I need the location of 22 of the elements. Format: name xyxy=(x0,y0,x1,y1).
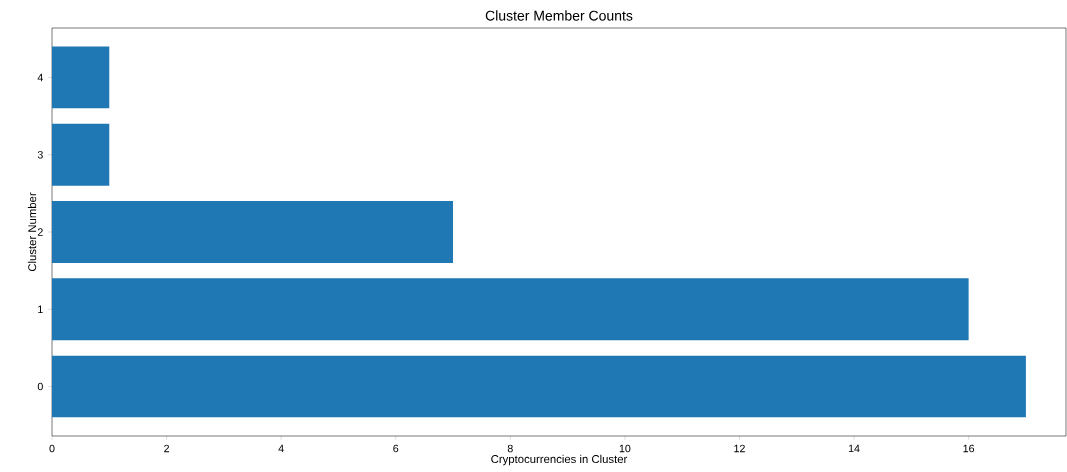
x-tick-label: 14 xyxy=(848,444,860,453)
bar xyxy=(52,355,1026,418)
y-tick-label: 0 xyxy=(37,382,43,391)
x-tick-label: 0 xyxy=(49,444,55,453)
x-tick-label: 4 xyxy=(278,444,284,453)
y-axis-title: Cluster Number xyxy=(27,192,37,272)
x-tick-label: 6 xyxy=(393,444,399,453)
x-tick-label: 8 xyxy=(507,444,513,453)
bar xyxy=(52,46,110,109)
x-axis-title: Cryptocurrencies in Cluster xyxy=(491,454,628,466)
x-tick-label: 16 xyxy=(963,444,975,453)
x-tick-label: 12 xyxy=(734,444,745,453)
chart-title: Cluster Member Counts xyxy=(485,10,633,21)
bar xyxy=(52,123,110,186)
x-tick-label: 2 xyxy=(164,444,170,453)
x-tick-label: 10 xyxy=(619,444,631,453)
bar xyxy=(52,278,969,341)
y-tick-label: 3 xyxy=(37,150,43,159)
y-tick-label: 2 xyxy=(37,228,43,236)
y-tick-label: 4 xyxy=(37,73,43,82)
y-tick-label: 1 xyxy=(38,305,43,313)
bar xyxy=(52,201,454,263)
